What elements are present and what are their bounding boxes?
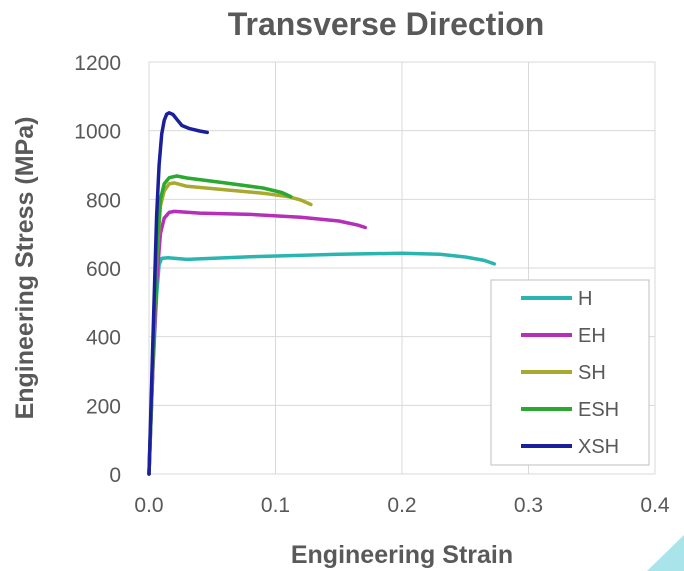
series-lines — [147, 111, 497, 476]
x-axis-label: Engineering Strain — [291, 541, 513, 569]
x-tick-label: 0.4 — [640, 494, 670, 517]
y-tick-label: 0 — [109, 464, 121, 487]
series-line-eh — [147, 209, 368, 476]
y-tick-label: 600 — [86, 258, 121, 281]
y-tick-label: 1200 — [74, 52, 121, 75]
series-line-h — [147, 251, 497, 476]
series-line-esh — [147, 174, 293, 476]
legend-label-h: H — [578, 288, 592, 310]
y-tick-label: 1000 — [74, 121, 121, 144]
legend-label-xsh: XSH — [578, 436, 619, 458]
corner-decoration — [647, 535, 684, 571]
y-axis-ticks: 0 200 400 600 800 1000 1200 — [74, 52, 121, 487]
x-tick-label: 0.1 — [261, 494, 290, 517]
y-tick-label: 200 — [86, 395, 121, 418]
legend: H EH SH ESH XSH — [490, 279, 650, 466]
x-axis-ticks: 0.0 0.1 0.2 0.3 0.4 — [134, 494, 670, 517]
x-tick-label: 0.3 — [514, 494, 543, 517]
series-line-xsh — [147, 111, 209, 476]
y-axis-label: Engineering Stress (MPa) — [11, 117, 39, 420]
legend-label-eh: EH — [578, 325, 606, 347]
x-tick-label: 0.2 — [387, 494, 416, 517]
plot-area-border — [148, 61, 656, 475]
legend-label-sh: SH — [578, 362, 606, 384]
x-tick-label: 0.0 — [134, 494, 163, 517]
y-tick-label: 400 — [86, 327, 121, 350]
legend-label-esh: ESH — [578, 399, 619, 421]
chart-title: Transverse Direction — [228, 6, 545, 42]
series-line-sh — [147, 181, 313, 476]
y-tick-label: 800 — [86, 189, 121, 212]
